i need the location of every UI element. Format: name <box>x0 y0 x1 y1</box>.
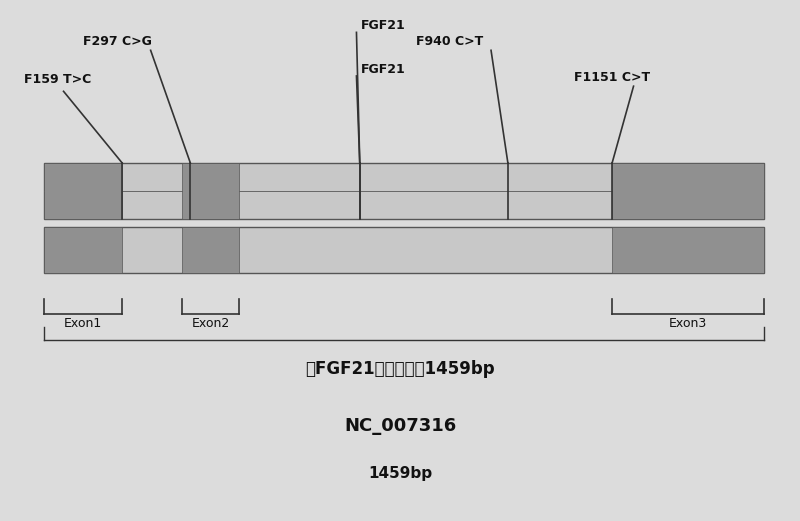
Bar <box>44 163 122 219</box>
Text: NC_007316: NC_007316 <box>344 417 456 435</box>
Bar <box>182 227 238 274</box>
Text: 1459bp: 1459bp <box>368 466 432 480</box>
Text: F159 T>C: F159 T>C <box>24 73 91 86</box>
Text: Exon1: Exon1 <box>64 317 102 330</box>
Bar <box>44 163 764 219</box>
Bar <box>44 227 122 274</box>
Bar <box>44 227 764 274</box>
Text: FGF21: FGF21 <box>361 63 405 76</box>
Text: F297 C>G: F297 C>G <box>83 35 152 48</box>
Bar <box>612 227 764 274</box>
Text: F1151 C>T: F1151 C>T <box>574 71 650 84</box>
Text: FGF21: FGF21 <box>361 19 405 32</box>
Text: 牛FGF21基因全长：1459bp: 牛FGF21基因全长：1459bp <box>305 361 495 378</box>
Bar <box>182 163 238 219</box>
Bar <box>612 163 764 219</box>
Text: Exon3: Exon3 <box>669 317 707 330</box>
Text: F940 C>T: F940 C>T <box>416 35 483 48</box>
Text: Exon2: Exon2 <box>191 317 230 330</box>
